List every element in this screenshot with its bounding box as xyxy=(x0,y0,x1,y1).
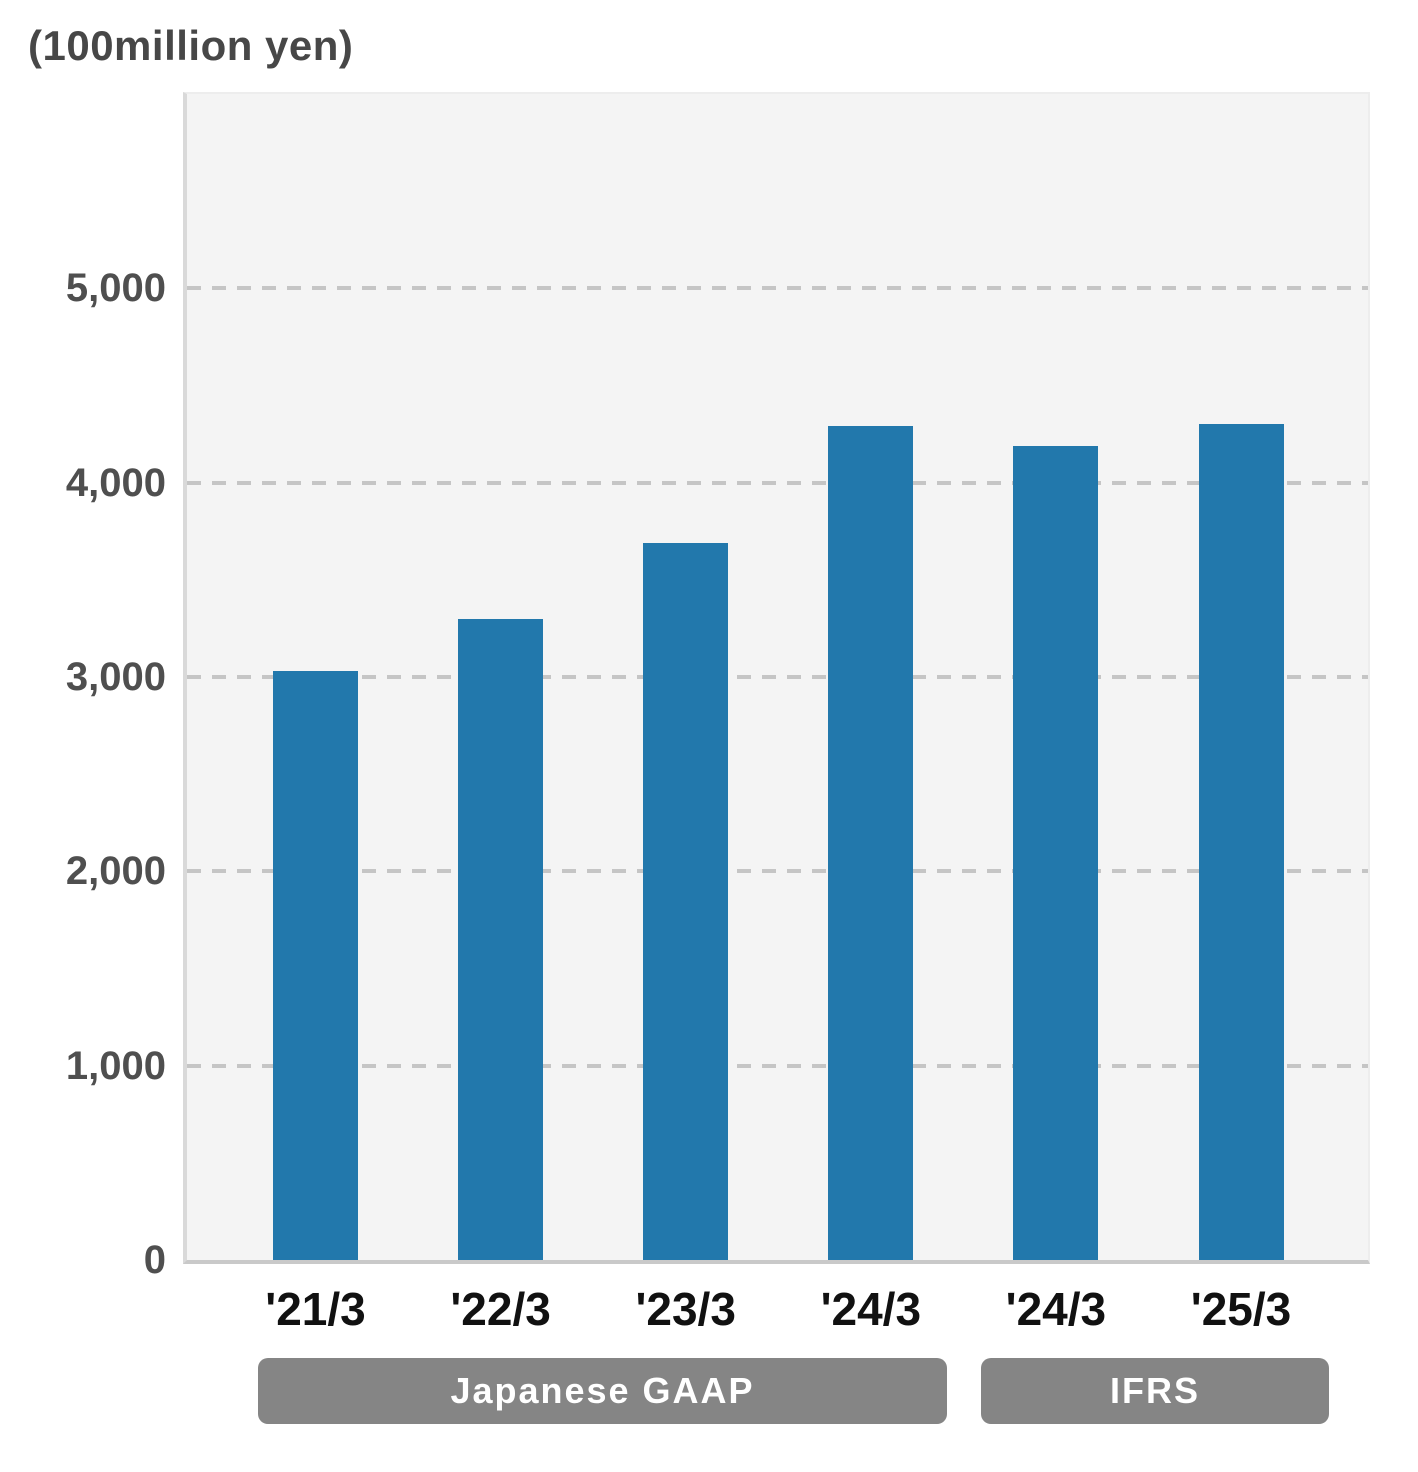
x-tick-label-1: '22/3 xyxy=(450,1283,551,1335)
bar-223-1 xyxy=(458,618,544,1260)
group-label-japanese-gaap: Japanese GAAP xyxy=(258,1358,947,1424)
y-tick-label-4000: 4,000 xyxy=(65,460,166,505)
bar-243-4 xyxy=(1013,445,1099,1260)
x-tick-label-4: '24/3 xyxy=(1005,1283,1107,1335)
gridline-3000 xyxy=(187,675,1368,679)
gridline-2000 xyxy=(187,869,1368,874)
x-tick-label-2: '23/3 xyxy=(635,1283,736,1335)
bar-253-5 xyxy=(1198,424,1284,1260)
gridline-5000 xyxy=(187,286,1368,291)
y-tick-label-2000: 2,000 xyxy=(65,849,166,894)
bar-243-3 xyxy=(828,426,914,1260)
gridline-1000 xyxy=(187,1063,1368,1068)
x-tick-label-3: '24/3 xyxy=(820,1283,922,1335)
y-tick-label-3000: 3,000 xyxy=(65,655,166,699)
y-tick-label-5000: 5,000 xyxy=(65,266,166,311)
y-tick-label-0: 0 xyxy=(143,1238,166,1282)
bar-213-0 xyxy=(273,671,358,1260)
bar-233-2 xyxy=(643,542,729,1260)
x-tick-label-5: '25/3 xyxy=(1190,1283,1292,1335)
y-tick-label-1000: 1,000 xyxy=(65,1043,166,1088)
plot-area xyxy=(183,92,1370,1264)
group-label-ifrs: IFRS xyxy=(981,1358,1329,1424)
gridline-4000 xyxy=(187,480,1368,485)
x-tick-label-0: '21/3 xyxy=(265,1283,366,1335)
unit-label: (100million yen) xyxy=(28,22,354,69)
